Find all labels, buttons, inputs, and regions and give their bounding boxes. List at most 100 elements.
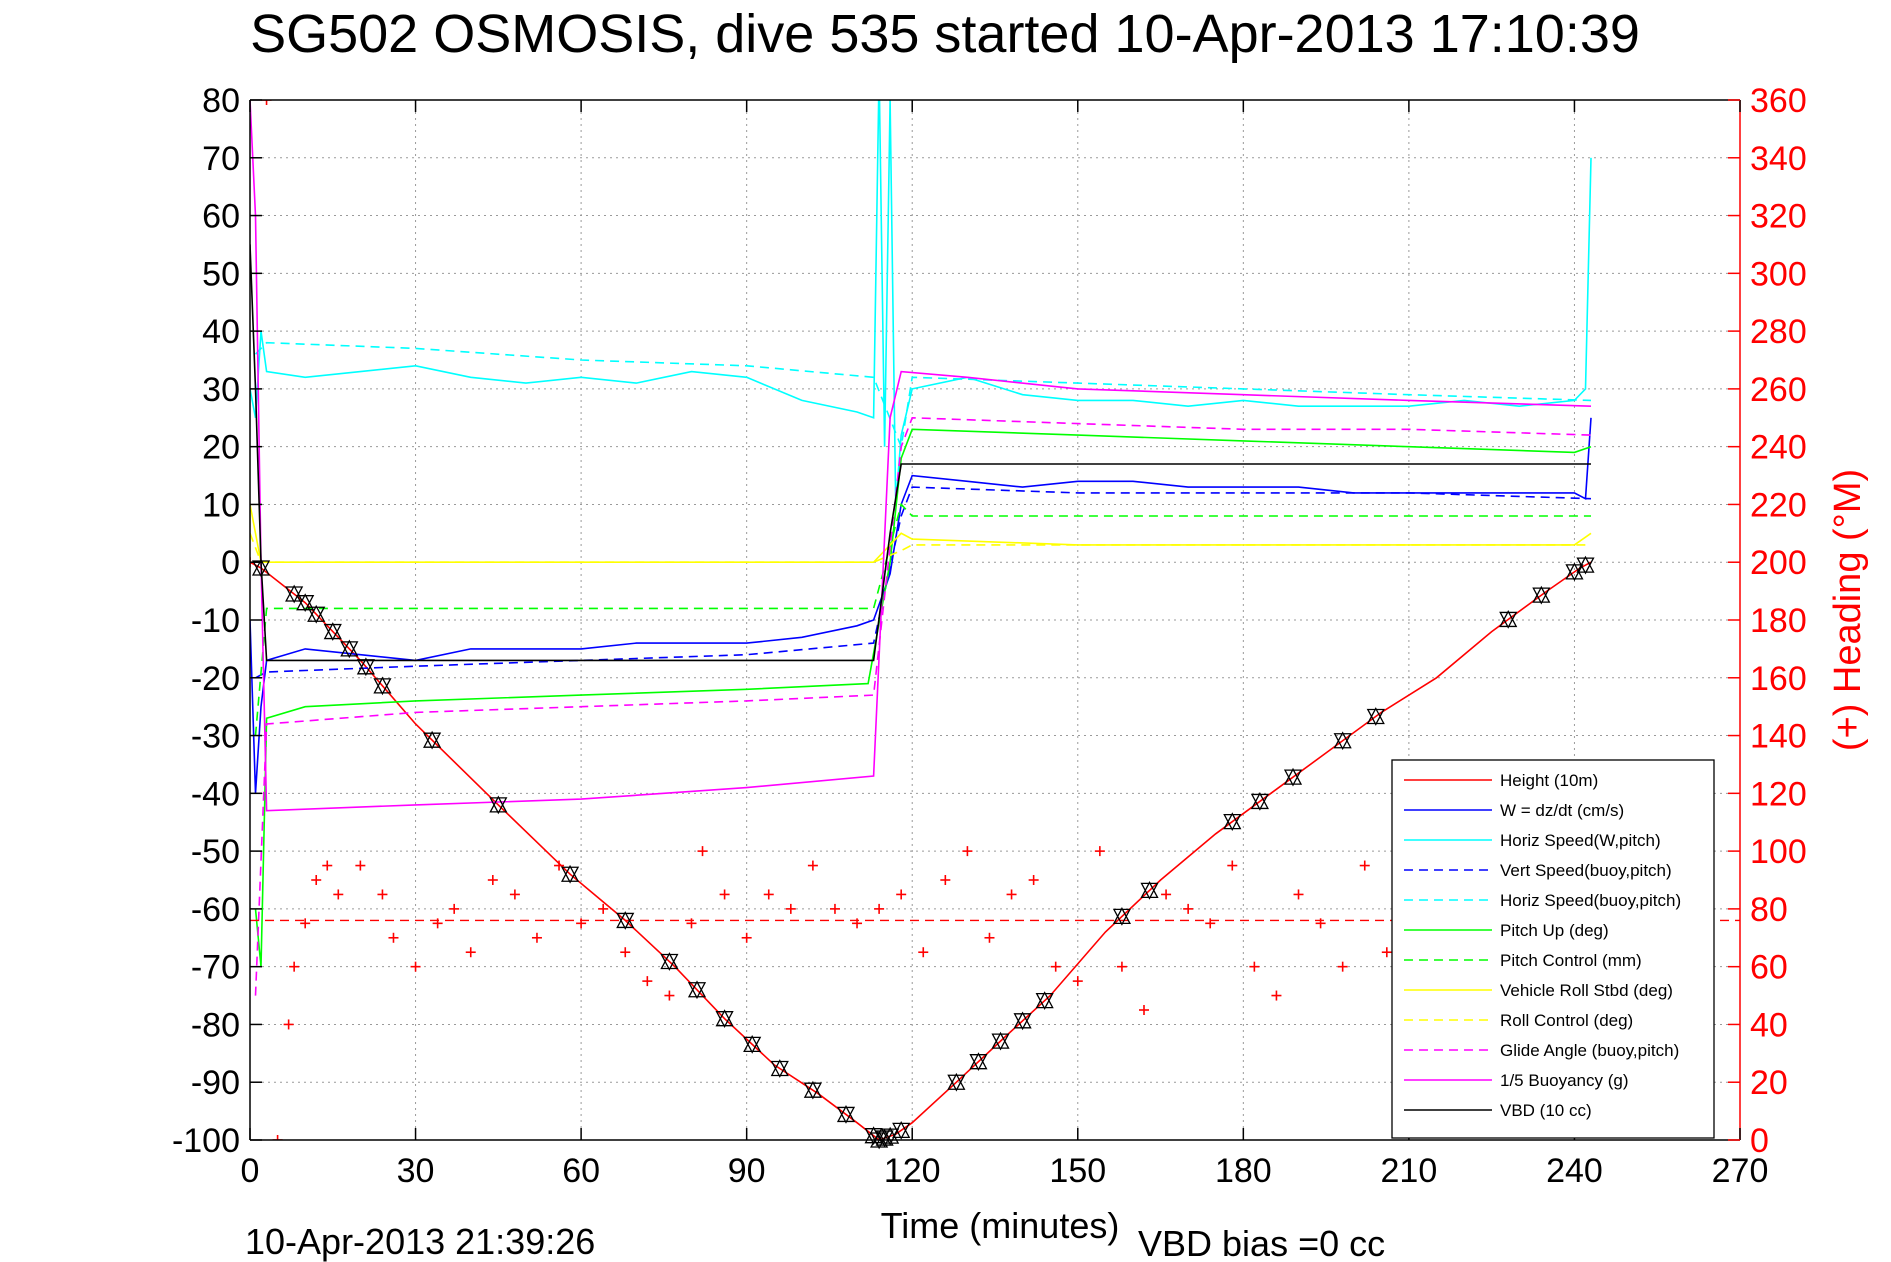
heading-point — [487, 875, 498, 885]
height-marker-tri-down — [836, 1106, 856, 1124]
y-tick-label: -50 — [191, 833, 240, 871]
height-marker-tri-down — [803, 1082, 822, 1100]
y2-tick-label: 20 — [1750, 1064, 1788, 1102]
heading-point — [1381, 947, 1392, 958]
heading-point — [261, 100, 272, 105]
heading-point — [697, 846, 708, 857]
height-marker — [969, 1052, 988, 1072]
heading-point — [1072, 976, 1083, 987]
y-tick-label: -90 — [191, 1064, 240, 1102]
height-marker-tri-down — [285, 586, 304, 604]
height-marker — [489, 795, 508, 815]
heading-point — [300, 918, 311, 929]
x-tick-label: 0 — [241, 1152, 260, 1190]
heading-point — [1050, 961, 1061, 972]
height-marker-tri-down — [660, 953, 679, 971]
height-marker — [1532, 585, 1551, 605]
heading-point — [410, 961, 421, 972]
y2-tick-label: 140 — [1750, 718, 1807, 756]
heading-point — [984, 932, 995, 943]
height-marker — [356, 657, 375, 677]
y2-tick-label: 0 — [1750, 1122, 1769, 1160]
series-line — [250, 417, 1592, 794]
height-marker — [1223, 812, 1242, 832]
height-markers — [251, 555, 1595, 1150]
height-marker-tri-down — [892, 1122, 911, 1140]
y2-tick-label: 320 — [1750, 198, 1807, 236]
tick-labels: 0 30 60 90 120 150 180 210 240 270 80 70 60 50 40 30 20 1… — [172, 82, 1807, 1190]
height-marker-tri-down — [1333, 733, 1352, 751]
y-tick-label: -30 — [191, 718, 240, 756]
y2-tick-label: 160 — [1750, 660, 1807, 698]
y2-tick-label: 360 — [1750, 82, 1807, 120]
heading-point — [1337, 961, 1348, 972]
height-marker — [616, 911, 635, 930]
height-marker — [340, 639, 359, 659]
y2-tick-label: 240 — [1750, 429, 1807, 467]
heading-point — [1249, 961, 1260, 972]
chart-title: SG502 OSMOSIS, dive 535 started 10-Apr-2… — [250, 4, 1640, 64]
height-marker — [423, 730, 442, 750]
height-marker — [373, 676, 392, 696]
y-tick-label: -60 — [191, 891, 240, 929]
heading-point — [465, 947, 476, 958]
heading-point — [509, 889, 520, 900]
heading-point — [1271, 990, 1282, 1001]
y2-tick-label: 100 — [1750, 833, 1807, 871]
height-marker — [323, 622, 342, 641]
height-marker — [285, 584, 304, 604]
height-marker-tri-down — [373, 678, 392, 696]
heading-point — [940, 875, 951, 885]
height-marker-tri-down — [947, 1074, 966, 1092]
height-marker-tri-down — [969, 1054, 988, 1072]
legend-entry: 1/5 Buoyancy (g) — [1500, 1071, 1629, 1090]
series-line — [255, 486, 1592, 679]
y-tick-label: 60 — [202, 198, 240, 236]
heading-point — [741, 932, 752, 943]
height-marker-tri-down — [423, 732, 442, 750]
y-tick-label: 80 — [202, 82, 240, 120]
height-marker — [1333, 731, 1352, 751]
legend-entry: Pitch Up (deg) — [1500, 921, 1609, 940]
y2-tick-label: 300 — [1750, 255, 1807, 293]
x-tick-label: 270 — [1712, 1152, 1769, 1190]
height-marker-tri-down — [616, 912, 635, 930]
heading-point — [807, 860, 818, 871]
height-marker-tri-down — [1366, 708, 1385, 726]
heading-point — [272, 1135, 283, 1140]
height-marker-tri-down — [1223, 813, 1242, 832]
height-marker-tri-down — [1499, 611, 1518, 629]
heading-point — [896, 889, 907, 900]
heading-point — [283, 1019, 294, 1030]
height-marker — [715, 1009, 734, 1029]
y2-tick-label: 280 — [1750, 313, 1807, 351]
height-marker-tri-down — [356, 659, 375, 677]
heading-point — [554, 860, 565, 871]
y2-tick-label: 260 — [1750, 371, 1807, 409]
legend-entry: Height (10m) — [1500, 771, 1598, 790]
height-marker-tri-down — [1250, 793, 1269, 811]
y-tick-label: 50 — [202, 255, 240, 293]
height-marker — [1140, 881, 1159, 900]
height-marker-tri-down — [715, 1011, 734, 1029]
footer-timestamp: 10-Apr-2013 21:39:26 — [245, 1221, 595, 1262]
x-tick-label: 30 — [397, 1152, 435, 1190]
height-marker-tri-down — [743, 1036, 762, 1054]
x-axis-label: Time (minutes) — [881, 1205, 1120, 1246]
heading-point — [918, 947, 929, 958]
height-marker — [1576, 555, 1595, 575]
heading-point — [1359, 860, 1370, 871]
y2-tick-label: 120 — [1750, 775, 1807, 813]
heading-point — [642, 976, 653, 987]
heading-point — [355, 860, 366, 871]
x-tick-label: 210 — [1381, 1152, 1438, 1190]
y-tick-label: -10 — [191, 602, 240, 640]
heading-point — [1205, 918, 1216, 929]
series-line — [250, 244, 1591, 662]
y-tick-label: 70 — [202, 140, 240, 178]
heading-point — [785, 903, 796, 914]
series-line — [250, 533, 1591, 564]
heading-point — [1293, 889, 1304, 900]
height-marker-tri-down — [1576, 557, 1595, 575]
